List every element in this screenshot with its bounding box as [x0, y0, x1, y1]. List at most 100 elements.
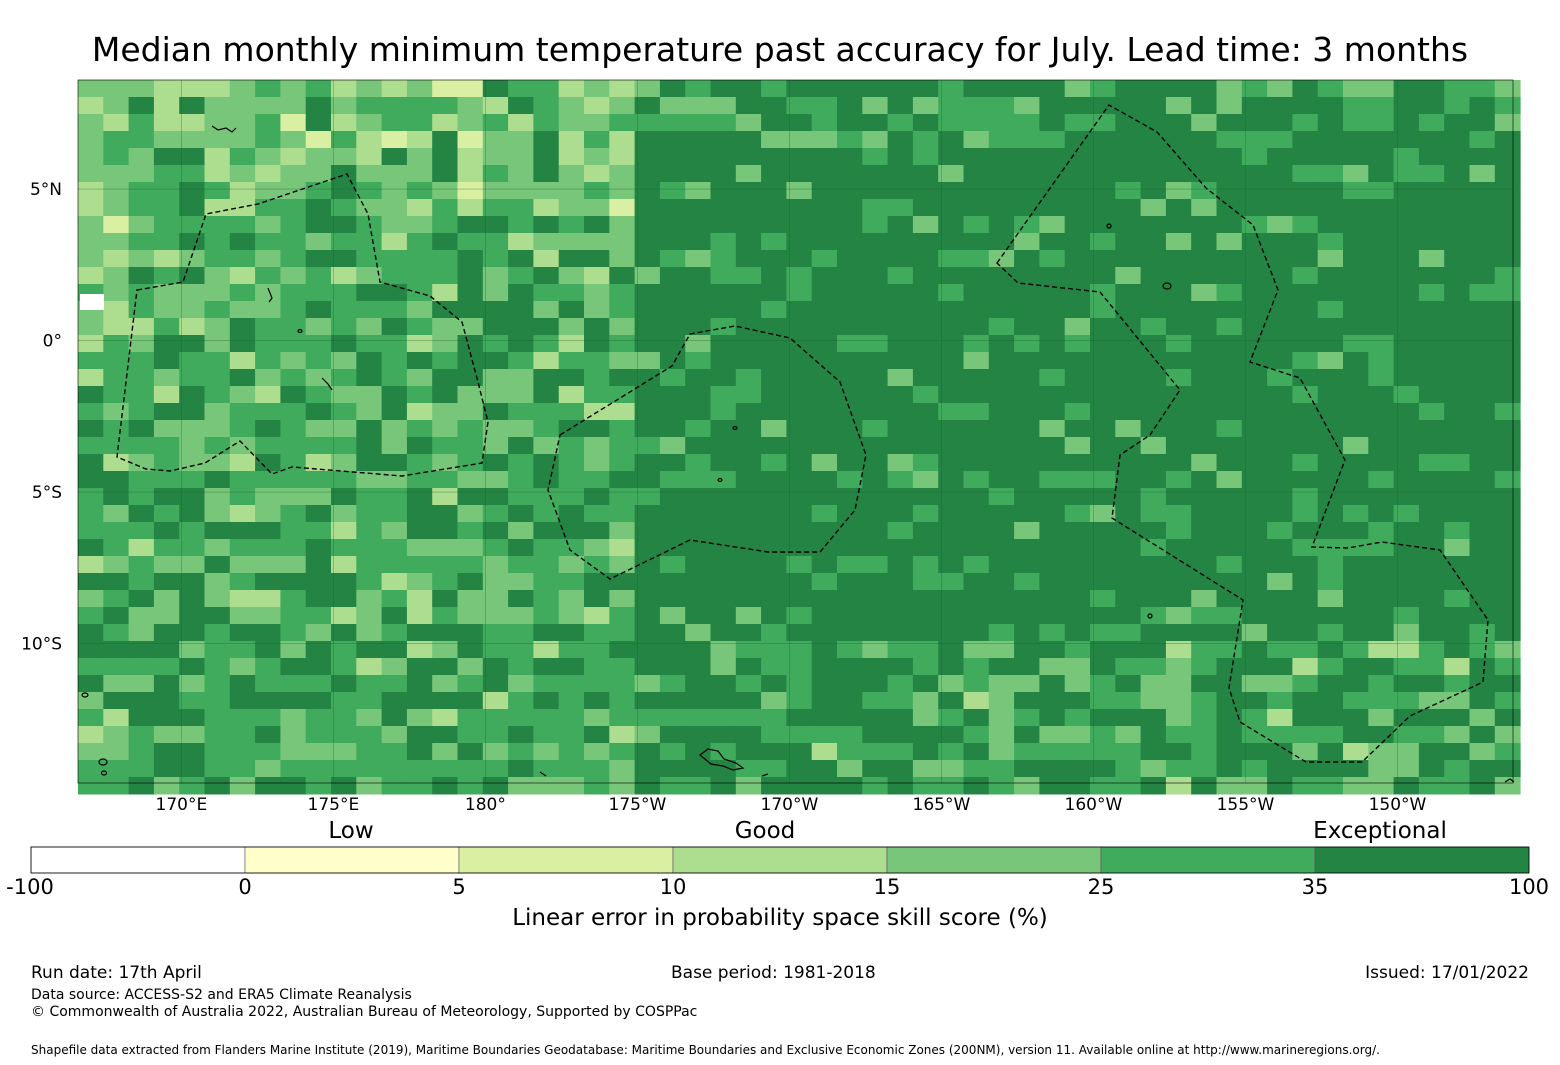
skill-cell	[1090, 590, 1116, 608]
skill-cell	[229, 454, 256, 472]
skill-cell	[584, 148, 610, 166]
skill-cell	[786, 488, 813, 506]
skill-cell	[837, 182, 863, 200]
skill-cell	[1090, 454, 1116, 472]
skill-cell	[1191, 250, 1217, 268]
skill-cell	[482, 709, 509, 727]
skill-cell	[1267, 658, 1293, 676]
skill-cell	[558, 233, 585, 251]
skill-cell	[735, 590, 762, 608]
skill-cell	[457, 403, 484, 421]
skill-cell	[634, 284, 661, 302]
skill-cell	[1317, 97, 1344, 115]
skill-cell	[457, 607, 484, 625]
skill-cell	[255, 80, 281, 98]
skill-cell	[634, 437, 661, 455]
skill-cell	[558, 692, 585, 710]
skill-cell	[204, 80, 231, 98]
skill-cell	[1418, 556, 1445, 574]
skill-cell	[1165, 80, 1192, 98]
skill-cell	[1064, 590, 1091, 608]
skill-cell	[685, 216, 711, 234]
skill-cell	[609, 386, 636, 404]
skill-cell	[811, 573, 838, 591]
skill-cell	[381, 675, 408, 693]
skill-cell	[862, 454, 889, 472]
skill-cell	[963, 505, 990, 523]
skill-cell	[1418, 488, 1445, 506]
skill-cell	[331, 726, 357, 744]
skill-cell	[786, 505, 813, 523]
skill-cell	[862, 250, 889, 268]
skill-cell	[1090, 267, 1116, 285]
skill-cell	[1444, 573, 1470, 591]
skill-cell	[584, 471, 610, 489]
skill-cell	[761, 726, 787, 744]
skill-cell	[280, 420, 307, 438]
skill-cell	[1469, 386, 1496, 404]
skill-cell	[963, 250, 990, 268]
skill-cell	[1115, 80, 1142, 98]
skill-cell	[938, 114, 964, 132]
skill-cell	[786, 301, 813, 319]
skill-cell	[761, 743, 787, 761]
skill-cell	[305, 148, 332, 166]
skill-cell	[1241, 403, 1268, 421]
skill-cell	[1014, 743, 1040, 761]
skill-cell	[103, 573, 130, 591]
skill-cell	[255, 556, 281, 574]
skill-cell	[1393, 148, 1420, 166]
skill-cell	[457, 522, 484, 540]
skill-cell	[912, 165, 939, 183]
skill-cell	[584, 80, 610, 98]
run-date: Run date: 17th April	[31, 963, 202, 983]
skill-cell	[988, 386, 1015, 404]
skill-cell	[1115, 250, 1142, 268]
skill-cell	[305, 420, 332, 438]
skill-cell	[1368, 607, 1395, 625]
skill-cell	[1368, 216, 1395, 234]
skill-cell	[761, 216, 787, 234]
skill-cell	[204, 743, 231, 761]
skill-cell	[1292, 590, 1319, 608]
skill-cell	[457, 301, 484, 319]
skill-cell	[735, 403, 762, 421]
skill-cell	[1317, 233, 1344, 251]
skill-cell	[229, 233, 256, 251]
skill-cell	[710, 607, 737, 625]
skill-cell	[1115, 284, 1142, 302]
skill-cell	[1292, 556, 1319, 574]
map-axes	[77, 79, 1514, 784]
skill-cell	[381, 335, 408, 353]
skill-cell	[837, 522, 863, 540]
skill-cell	[963, 335, 990, 353]
skill-cell	[938, 539, 964, 557]
skill-cell	[432, 641, 458, 659]
skill-cell	[558, 590, 585, 608]
skill-cell	[988, 80, 1015, 98]
skill-cell	[1494, 709, 1521, 727]
skill-cell	[457, 624, 484, 642]
skill-cell	[78, 216, 104, 234]
skill-cell	[1267, 216, 1293, 234]
skill-cell	[1343, 403, 1369, 421]
skill-cell	[988, 471, 1015, 489]
skill-cell	[508, 607, 534, 625]
skill-cell	[1039, 318, 1066, 336]
skill-cell	[1393, 709, 1420, 727]
skill-cell	[1393, 726, 1420, 744]
skill-cell	[912, 216, 939, 234]
skill-cell	[1368, 573, 1395, 591]
skill-cell	[1064, 726, 1091, 744]
skill-cell	[103, 488, 130, 506]
skill-cell	[710, 624, 737, 642]
skill-cell	[609, 539, 636, 557]
skill-cell	[1292, 760, 1319, 778]
skill-cell	[280, 539, 307, 557]
skill-cell	[1191, 165, 1217, 183]
skill-cell	[837, 284, 863, 302]
skill-cell	[1064, 80, 1091, 98]
skill-cell	[1267, 709, 1293, 727]
skill-cell	[1039, 675, 1066, 693]
skill-cell	[280, 369, 307, 387]
